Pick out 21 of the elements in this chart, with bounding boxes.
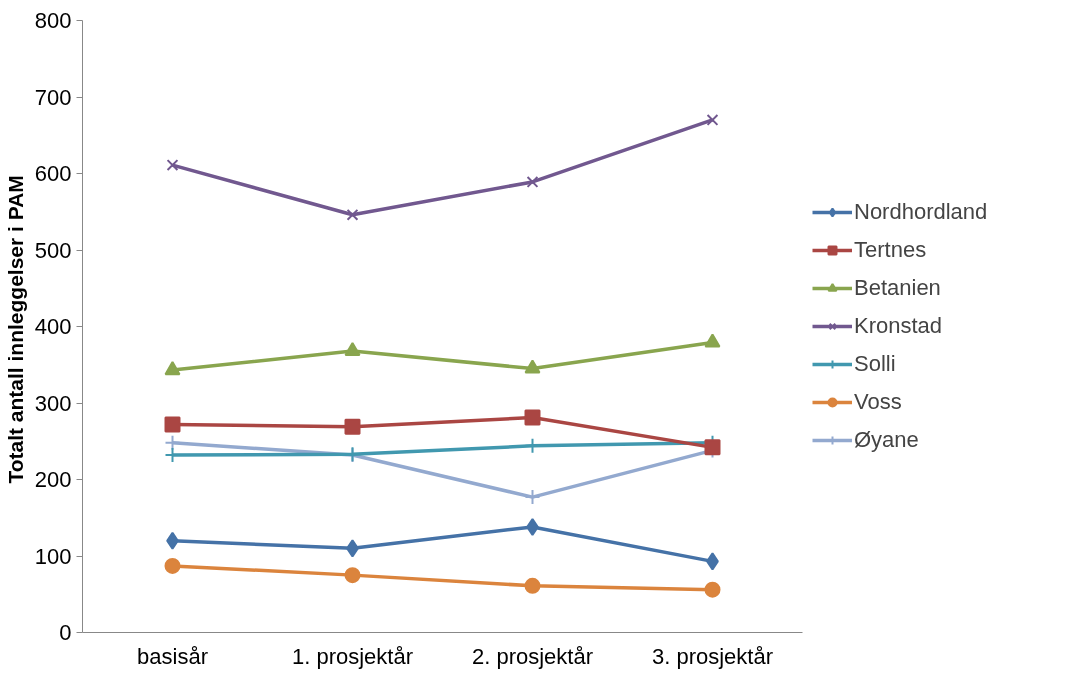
x-tick-label: 1. prosjektår	[291, 643, 414, 669]
y-tick-label: 100	[34, 543, 72, 569]
x-tick-label: 2. prosjektår	[471, 643, 594, 669]
legend-label: Solli	[854, 351, 896, 377]
legend-label: Voss	[854, 389, 902, 415]
x-tick-label: 3. prosjektår	[651, 643, 774, 669]
y-tick-label: 700	[34, 84, 72, 110]
legend-label: Kronstad	[854, 313, 943, 339]
y-tick-label: 200	[34, 467, 72, 492]
y-tick-label: 800	[34, 8, 72, 33]
y-tick-label: 500	[34, 237, 72, 263]
legend-label: Betanien	[854, 275, 941, 301]
legend-label: Tertnes	[854, 237, 927, 263]
y-tick-label: 0	[59, 620, 72, 645]
y-tick-label: 400	[34, 314, 72, 339]
legend-label: Nordhordland	[854, 199, 988, 225]
y-tick-label: 300	[34, 390, 72, 416]
y-tick-label: 600	[34, 161, 72, 186]
legend-label: Øyane	[854, 427, 919, 453]
x-tick-label: basisår	[137, 643, 208, 669]
y-axis-title: Totalt antall innleggelser i PAM	[3, 175, 27, 484]
